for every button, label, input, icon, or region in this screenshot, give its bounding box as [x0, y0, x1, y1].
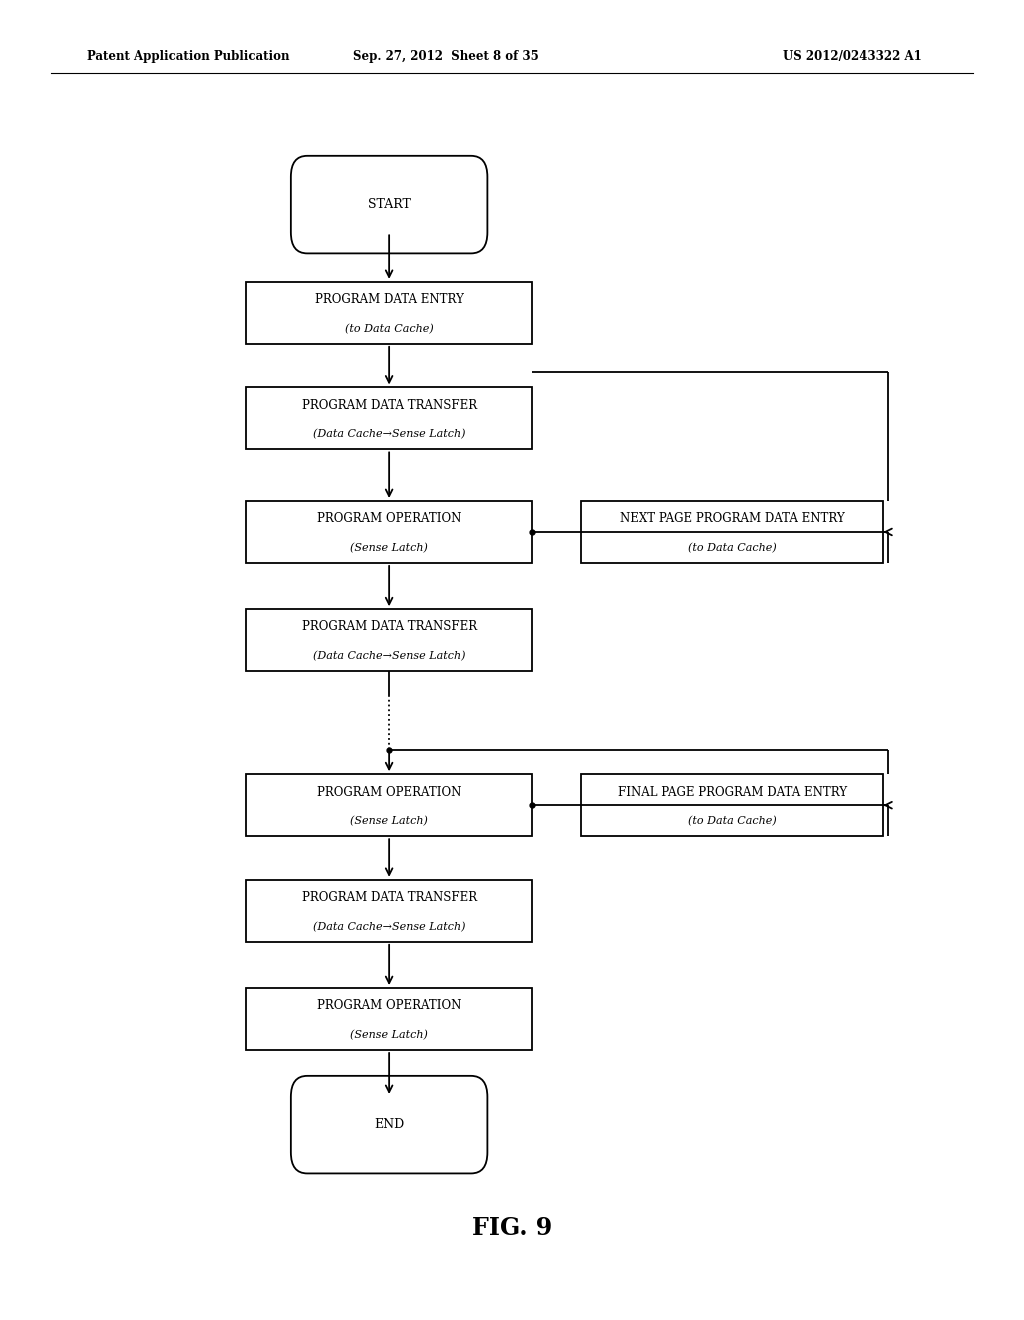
- Text: US 2012/0243322 A1: US 2012/0243322 A1: [783, 50, 922, 63]
- Text: PROGRAM OPERATION: PROGRAM OPERATION: [317, 785, 461, 799]
- Text: FINAL PAGE PROGRAM DATA ENTRY: FINAL PAGE PROGRAM DATA ENTRY: [617, 785, 847, 799]
- Bar: [246, 774, 532, 837]
- Text: FIG. 9: FIG. 9: [472, 1216, 552, 1239]
- Text: (Data Cache→Sense Latch): (Data Cache→Sense Latch): [313, 429, 465, 440]
- Bar: [246, 387, 532, 449]
- Bar: [246, 610, 532, 671]
- Bar: [246, 281, 532, 343]
- Text: PROGRAM DATA TRANSFER: PROGRAM DATA TRANSFER: [301, 620, 477, 634]
- Text: (Sense Latch): (Sense Latch): [350, 816, 428, 826]
- Bar: [246, 500, 532, 562]
- Text: PROGRAM OPERATION: PROGRAM OPERATION: [317, 512, 461, 525]
- Text: (to Data Cache): (to Data Cache): [688, 816, 776, 826]
- Text: (to Data Cache): (to Data Cache): [345, 323, 433, 334]
- Text: (Sense Latch): (Sense Latch): [350, 1030, 428, 1040]
- Bar: [246, 987, 532, 1051]
- Bar: [582, 500, 883, 562]
- Text: PROGRAM DATA TRANSFER: PROGRAM DATA TRANSFER: [301, 891, 477, 904]
- Text: NEXT PAGE PROGRAM DATA ENTRY: NEXT PAGE PROGRAM DATA ENTRY: [620, 512, 845, 525]
- FancyBboxPatch shape: [291, 1076, 487, 1173]
- Text: END: END: [374, 1118, 404, 1131]
- Bar: [246, 880, 532, 942]
- Text: Sep. 27, 2012  Sheet 8 of 35: Sep. 27, 2012 Sheet 8 of 35: [352, 50, 539, 63]
- Text: PROGRAM DATA ENTRY: PROGRAM DATA ENTRY: [314, 293, 464, 306]
- Text: (Data Cache→Sense Latch): (Data Cache→Sense Latch): [313, 651, 465, 661]
- Text: PROGRAM DATA TRANSFER: PROGRAM DATA TRANSFER: [301, 399, 477, 412]
- Text: (to Data Cache): (to Data Cache): [688, 543, 776, 553]
- Bar: [582, 774, 883, 837]
- Text: START: START: [368, 198, 411, 211]
- Text: (Data Cache→Sense Latch): (Data Cache→Sense Latch): [313, 921, 465, 932]
- Text: PROGRAM OPERATION: PROGRAM OPERATION: [317, 999, 461, 1012]
- Text: Patent Application Publication: Patent Application Publication: [87, 50, 290, 63]
- Text: (Sense Latch): (Sense Latch): [350, 543, 428, 553]
- FancyBboxPatch shape: [291, 156, 487, 253]
